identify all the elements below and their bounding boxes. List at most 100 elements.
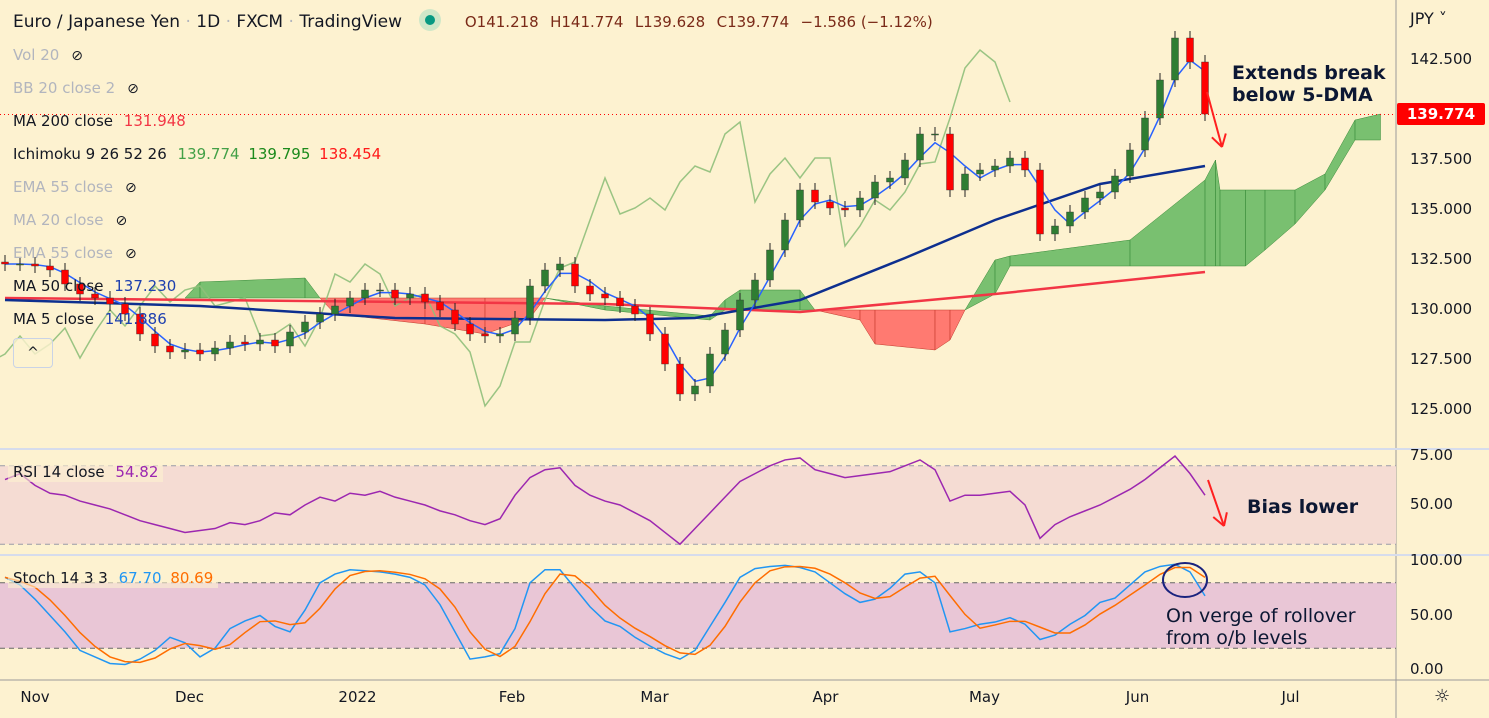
eye-off-icon[interactable]: ⊘ [71,48,84,64]
legend-label: EMA 55 close [13,178,113,196]
price-tick-label: 125.000 [1410,400,1473,418]
candle-up [961,173,969,191]
time-axis-label: 2022 [338,688,377,706]
legend-label: MA 200 close [13,112,114,130]
candle-up [931,133,939,136]
candle-up [211,347,219,355]
time-axis-label: Jul [1281,688,1300,706]
candle-up [1171,37,1179,81]
eye-off-icon[interactable]: ⊘ [127,81,139,97]
candle-up [796,189,804,221]
ichimoku-cloud-segment [1294,173,1326,225]
candle-up [526,285,534,319]
candle-down [151,333,159,347]
candle-down [1036,169,1044,235]
rsi-line [4,454,1206,546]
candle-down [661,333,669,365]
settings-icon[interactable]: ☼ [1434,686,1451,707]
stoch-d-line [4,565,1206,664]
candle-down [1,261,9,265]
legend-label: MA 20 close [13,211,104,229]
candle-up [346,297,354,307]
legend-ema55[interactable]: EMA 55 close ⊘ [13,178,137,196]
candle-up [301,321,309,333]
candle-up [856,197,864,211]
legend-value: 139.795 [248,145,311,163]
rsi-tick-label: 75.00 [1410,446,1453,464]
candle-up [991,165,999,171]
candle-down [946,133,954,191]
time-axis-label: Dec [174,688,205,706]
symbol-name[interactable]: Euro / Japanese Yen [13,12,181,32]
interval[interactable]: 1D [196,12,221,32]
candle-up [901,159,909,179]
candle-up [1141,117,1149,151]
candle-up [736,299,744,331]
legend-ma50[interactable]: MA 50 close 137.230 [13,277,176,295]
candle-up [286,331,294,347]
ichimoku-cloud-segment [859,309,876,345]
candle-down [451,309,459,325]
candle-up [1156,79,1164,119]
ohlc-low: L139.628 [634,13,706,31]
ichimoku-cloud-segment [739,289,801,311]
highlight-circle [1162,562,1208,598]
candle-down [271,339,279,347]
candle-down [76,283,84,295]
stoch-legend[interactable]: Stoch 14 3 3 67.70 80.69 [8,568,219,588]
market-status-icon [419,9,442,31]
legend-vol[interactable]: Vol 20 ⊘ [13,46,83,64]
eye-off-icon[interactable]: ⊘ [124,246,137,262]
legend-bb[interactable]: BB 20 close 2 ⊘ [13,79,139,97]
candle-up [1006,157,1014,167]
legend-value: 141.886 [104,310,167,328]
legend-ema55-2[interactable]: EMA 55 close ⊘ [13,244,137,262]
candle-down [631,305,639,315]
candle-down [586,285,594,295]
candle-up [376,289,384,292]
rsi-legend[interactable]: RSI 14 close 54.82 [8,462,164,482]
currency-selector[interactable]: JPY ˅ [1410,9,1447,28]
candle-down [136,313,144,335]
candle-down [1201,61,1209,115]
legend-ma20[interactable]: MA 20 close ⊘ [13,211,127,229]
candle-up [556,263,564,271]
time-axis-label: Apr [812,688,839,706]
ichimoku-cloud-segment [1215,159,1221,267]
annotation-line: from o/b levels [1166,627,1308,649]
legend-ma200[interactable]: MA 200 close 131.948 [13,112,186,130]
candle-down [646,313,654,335]
legend-label: MA 5 close [13,310,94,328]
candle-up [1066,211,1074,227]
candle-down [676,363,684,395]
eye-off-icon[interactable]: ⊘ [115,213,128,229]
time-axis-label: Nov [20,688,50,706]
separator: · [185,12,191,32]
ichimoku-cloud-segment [934,309,951,351]
legend-ma5[interactable]: MA 5 close 141.886 [13,310,167,328]
red-arrow-head [1212,516,1225,527]
candle-up [331,305,339,315]
candle-up [886,177,894,183]
candle-up [766,249,774,281]
candle-down [436,301,444,311]
legend-ichimoku[interactable]: Ichimoku 9 26 52 26 139.774 139.795 138.… [13,145,381,163]
eye-off-icon[interactable]: ⊘ [124,180,137,196]
stoch-tick-label: 50.00 [1410,605,1453,624]
candle-up [316,313,324,323]
ma200-line [4,270,1206,314]
candle-down [811,189,819,203]
annotation-line: below 5-DMA [1232,84,1373,106]
price-tick-label: 135.000 [1410,200,1473,218]
ohlc-open: O141.218 [464,13,539,31]
candle-up [511,317,519,335]
collapse-legend-button[interactable]: ^ [13,338,53,368]
candle-up [1081,197,1089,213]
candle-up [16,263,24,266]
candle-up [226,341,234,349]
annotation-bias: Bias lower [1247,496,1359,518]
last-price-label: 139.774 [1397,103,1485,125]
candle-down [196,349,204,355]
stoch-tick-label: 0.00 [1410,660,1444,678]
